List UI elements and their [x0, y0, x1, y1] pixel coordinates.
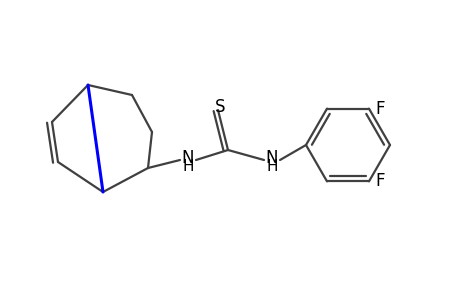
- Text: F: F: [374, 172, 384, 190]
- Text: S: S: [214, 98, 225, 116]
- Text: H: H: [182, 159, 193, 174]
- Text: F: F: [374, 100, 384, 118]
- Text: H: H: [266, 159, 277, 174]
- Text: N: N: [181, 149, 194, 167]
- Text: N: N: [265, 149, 278, 167]
